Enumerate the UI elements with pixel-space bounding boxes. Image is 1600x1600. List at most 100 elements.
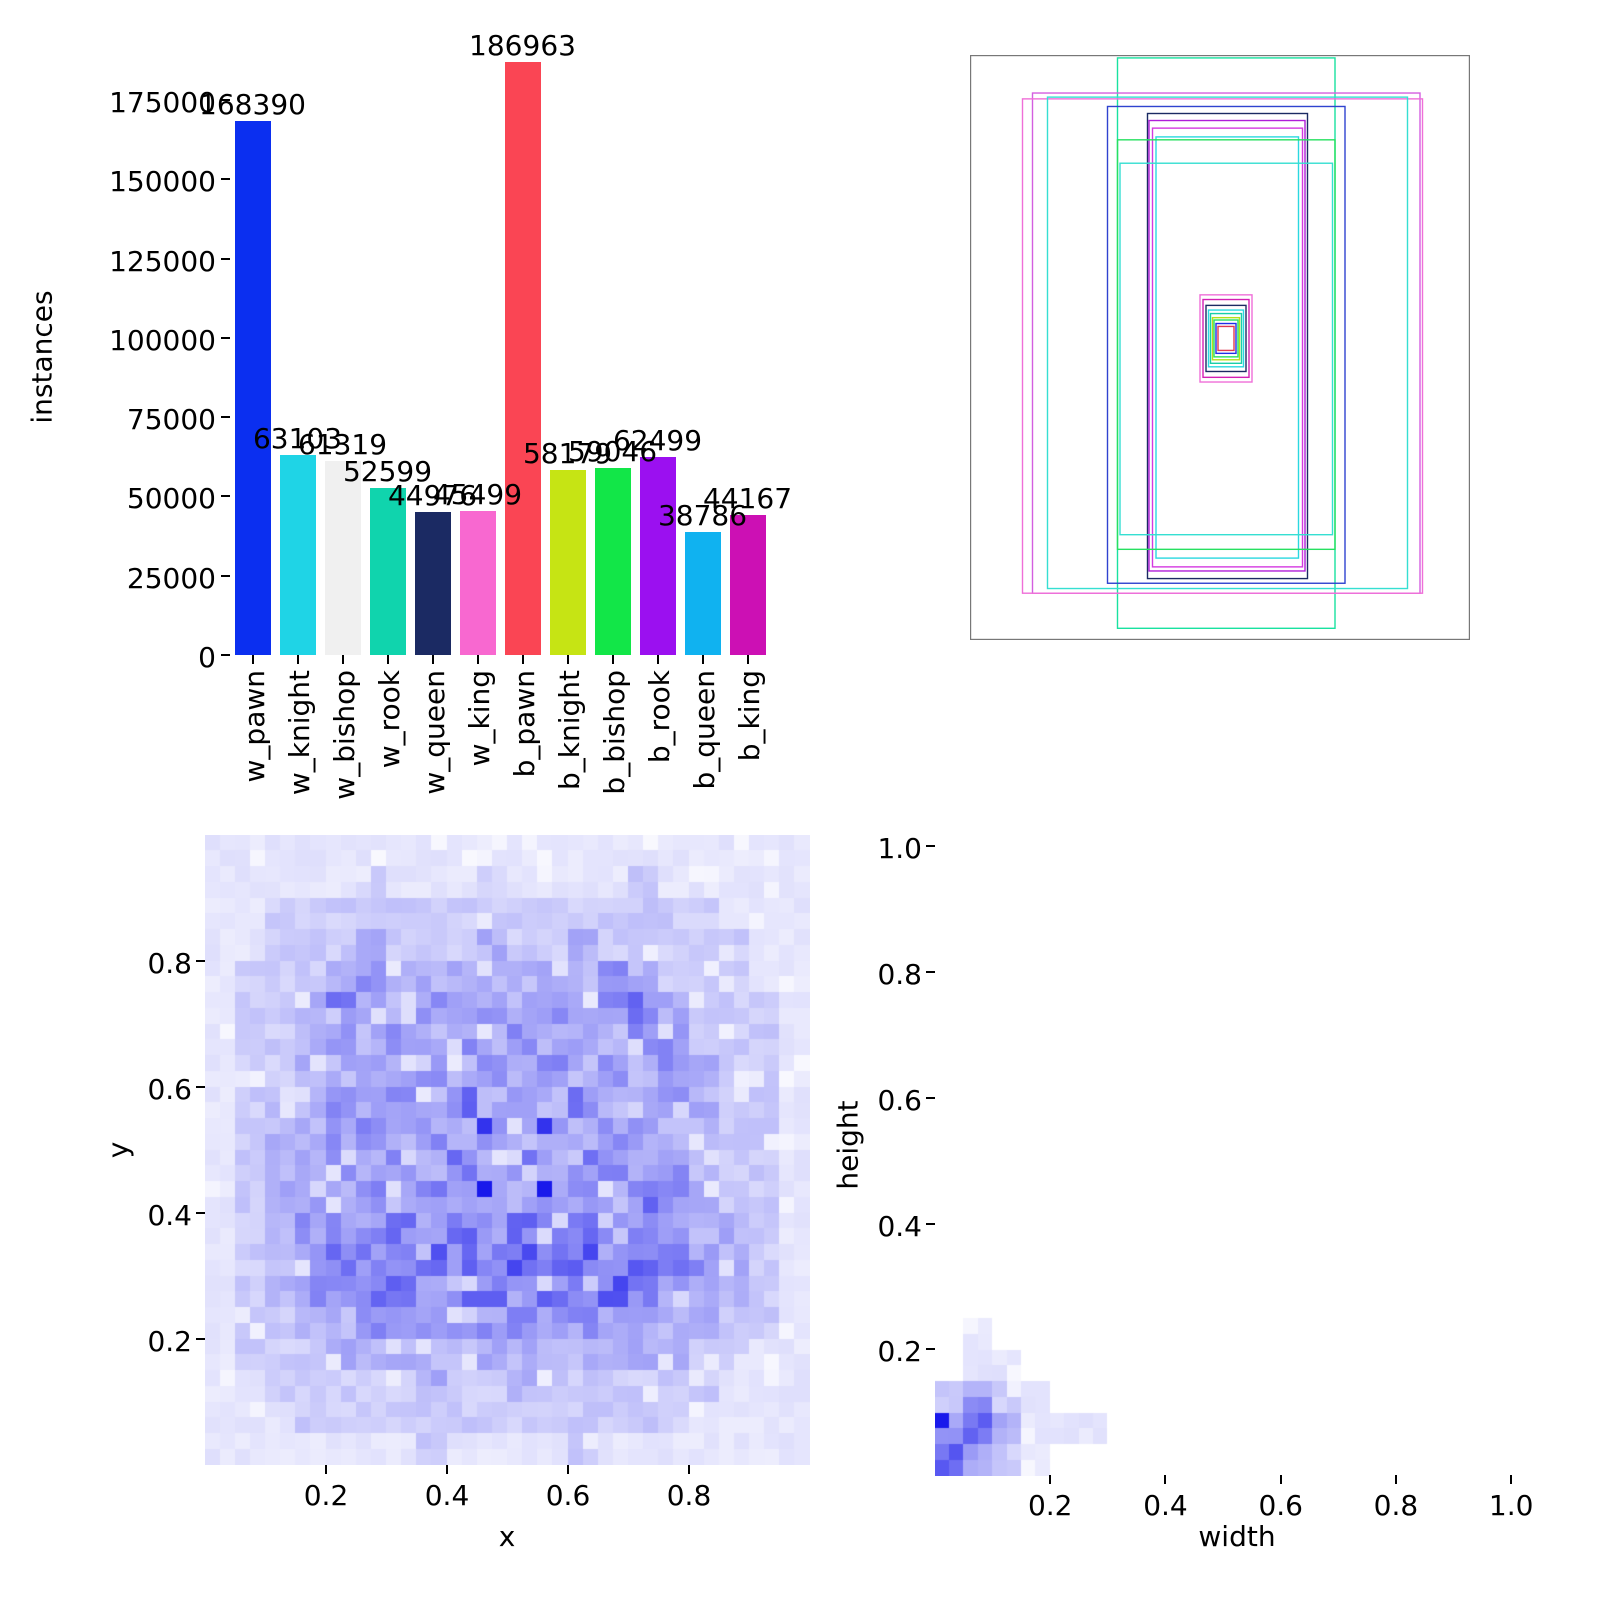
y-tick-label: 100000 [109,323,216,357]
x-tick-mark [341,655,344,664]
bounding-box-rect [1217,325,1235,352]
x-category-label: w_rook [372,670,406,769]
x-category-label: w_bishop [327,670,361,800]
bounding-box-rect [1215,322,1237,355]
bar-b_bishop [594,468,631,655]
bar-w_bishop [324,461,361,655]
x-tick-mark [656,655,659,664]
y-tick-mark [196,1086,205,1088]
bar-value-label: 63103 [252,422,343,455]
x-tick-mark [688,1465,690,1474]
bar-w_rook [369,488,406,655]
y-tick-label: 0.8 [147,947,192,980]
bounding-box-rect [1031,92,1421,594]
x-category-label: b_rook [642,670,676,764]
x-tick-mark [521,655,524,664]
bar-value-label: 44976 [387,479,478,512]
x-tick-label: 0.4 [1143,1489,1188,1522]
y-tick-mark [196,1212,205,1214]
x-tick-mark [1164,1475,1167,1484]
bounding-box-rect [1148,119,1306,572]
wh-heatmap-canvas [935,847,1511,1476]
x-tick-mark [611,655,614,664]
bar-y-axis-label: instances [25,290,59,424]
x-category-label: b_king [732,670,766,762]
y-tick-label: 25000 [126,561,216,595]
bounding-box-rect [1106,105,1346,584]
y-tick-mark [196,960,205,962]
x-tick-mark [1510,1475,1513,1484]
y-tick-label: 0.8 [877,958,922,992]
y-tick-mark [926,845,935,848]
x-tick-mark [431,655,434,664]
x-tick-label: 0.6 [1258,1489,1303,1522]
y-tick-mark [221,98,230,101]
x-tick-mark [566,655,569,664]
y-tick-mark [926,1096,935,1099]
bar-w_king [459,511,496,655]
bar-value-label: 38786 [657,499,748,532]
y-tick-label: 0.6 [877,1083,922,1117]
x-tick-mark [446,1465,448,1474]
x-tick-label: 0.8 [1373,1489,1419,1522]
xy-y-axis-label: y [101,1141,135,1159]
bounding-box-rect [1213,319,1239,358]
x-category-label: b_queen [687,670,721,790]
wh-x-axis-label: width [1198,1520,1276,1553]
x-category-label: b_knight [552,670,586,791]
y-tick-label: 0.2 [877,1335,922,1369]
y-tick-label: 125000 [109,244,216,278]
bounding-box-rect [1207,309,1245,368]
x-tick-mark [1279,1475,1282,1484]
bar-w_knight [279,455,316,655]
bounding-box-rect [1151,127,1304,568]
x-tick-label: 0.2 [303,1479,349,1512]
x-tick-mark [1049,1475,1052,1484]
y-tick-label: 1.0 [877,832,922,866]
bar-value-label: 45499 [432,478,523,511]
x-category-label: w_pawn [237,670,271,783]
bounding-box-rect [1199,294,1253,383]
y-tick-label: 0 [198,641,216,674]
bar-value-label: 58179 [522,437,613,470]
y-tick-label: 0.2 [147,1325,192,1358]
y-tick-mark [196,1338,205,1340]
bounding-box-rect [1205,304,1247,373]
bar-b_knight [549,470,586,655]
x-category-label: w_knight [282,670,316,796]
bar-b_rook [639,457,676,655]
x-category-label: w_queen [417,670,451,795]
bar-w_pawn [234,121,271,655]
x-category-label: b_bishop [597,670,631,795]
x-tick-mark [251,655,254,664]
x-category-label: b_pawn [507,670,541,778]
bar-b_queen [684,532,721,655]
x-tick-mark [1394,1475,1397,1484]
y-tick-mark [221,654,230,656]
bar-value-label: 44167 [702,482,793,515]
y-tick-label: 175000 [109,85,216,119]
bar-value-label: 62499 [612,424,703,457]
bounding-box-rect [1116,139,1336,551]
x-tick-label: 0.2 [1027,1489,1073,1522]
y-tick-label: 150000 [109,165,216,199]
bar-value-label: 61319 [297,428,388,461]
bar-value-label: 186963 [469,29,576,62]
x-category-label: w_king [462,670,496,767]
xy-heatmap-canvas [205,835,810,1465]
bar-b_pawn [504,62,541,655]
x-tick-mark [746,655,749,664]
bar-value-label: 52599 [342,455,433,488]
y-tick-mark [221,495,230,498]
y-tick-label: 0.6 [147,1073,192,1106]
x-tick-mark [701,655,704,664]
x-tick-label: 1.0 [1488,1489,1534,1522]
wh-y-axis-label: height [831,1100,865,1190]
bounding-box-rect [1211,316,1241,361]
x-tick-label: 0.4 [424,1479,470,1512]
y-tick-mark [221,178,230,181]
y-tick-mark [221,416,230,419]
y-tick-mark [926,1348,935,1351]
y-tick-label: 75000 [126,403,216,437]
